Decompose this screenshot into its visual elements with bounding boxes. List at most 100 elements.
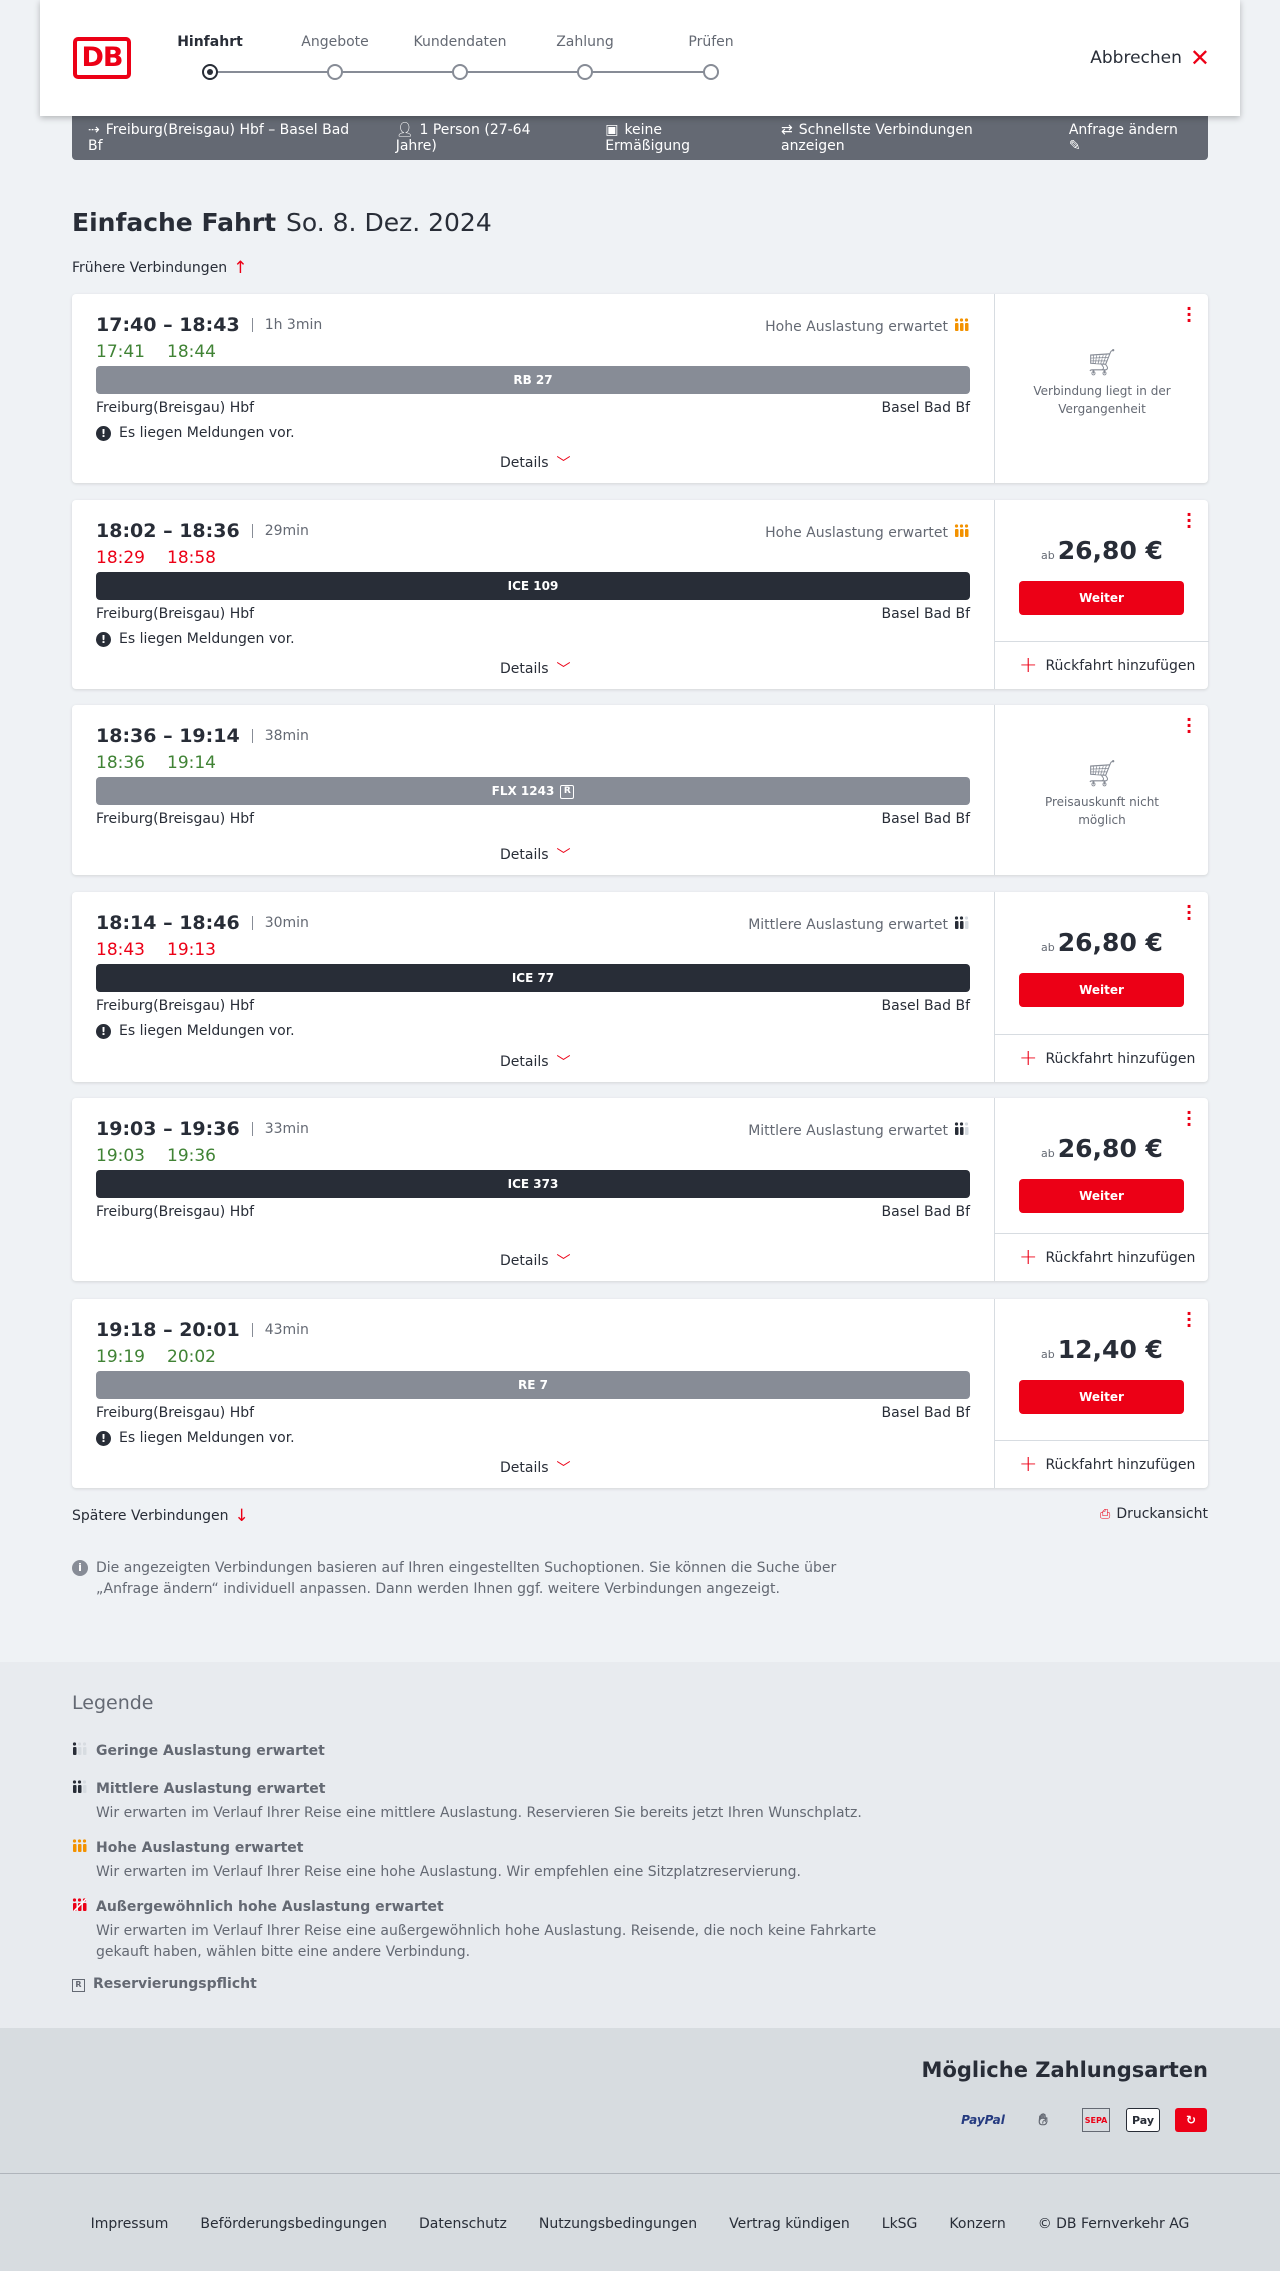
step-4-label: Prüfen [688, 34, 734, 50]
occupancy-indicator: Mittlere Auslastung erwartet [748, 1122, 970, 1139]
later-connections-link[interactable]: Spätere Verbindungen ↓ [72, 1506, 249, 1526]
time-range: 19:03 – 19:36 [96, 1118, 240, 1140]
earlier-connections-link[interactable]: Frühere Verbindungen ↑ [72, 258, 247, 278]
alert-icon: ! [96, 1430, 111, 1446]
occupancy-icon [954, 524, 970, 541]
legend-section: Legende Geringe Auslastung erwartet Mittl… [0, 1662, 1280, 2028]
unavailable-text: Verbindung liegt in der Vergangenheit [1033, 384, 1171, 416]
more-options-icon[interactable]: · · · [1186, 710, 1193, 741]
continue-button[interactable]: Weiter [1019, 973, 1184, 1007]
person-icon: 👤︎ [395, 122, 414, 138]
continue-button[interactable]: Weiter [1019, 1380, 1184, 1414]
footer-link[interactable]: Nutzungsbedingungen [538, 2216, 698, 2232]
add-return-label: Rückfahrt hinzufügen [1045, 1050, 1196, 1067]
notice: ! Es liegen Meldungen vor. [96, 425, 295, 441]
more-options-icon[interactable]: · · · [1186, 1103, 1193, 1134]
arrow-up-icon: ↑ [233, 258, 248, 278]
details-toggle[interactable]: Details ﹀ [500, 1052, 571, 1072]
payment-title: Mögliche Zahlungsarten [921, 2058, 1208, 2082]
arrival-station: Basel Bad Bf [881, 606, 970, 622]
train-bar[interactable]: ICE 373 [96, 1170, 970, 1198]
connection-card: 18:02 – 18:36 29min 18:29 18:58 Hohe Ausla… [72, 500, 1209, 689]
add-return-button[interactable]: + Rückfahrt hinzufügen [995, 1440, 1209, 1488]
time-range: 17:40 – 18:43 [96, 314, 240, 336]
chevron-down-icon: ﹀ [556, 848, 571, 864]
realtime-arrival: 20:02 [167, 1347, 216, 1367]
occupancy-text: Hohe Auslastung erwartet [765, 318, 948, 335]
alert-icon: ! [96, 631, 111, 647]
realtime-arrival: 19:13 [167, 940, 216, 960]
add-return-label: Rückfahrt hinzufügen [1045, 1249, 1196, 1266]
plus-icon: + [1019, 1046, 1038, 1071]
print-view-link[interactable]: ⎙ Druckansicht [1100, 1506, 1208, 1522]
more-options-icon[interactable]: · · · [1186, 505, 1193, 536]
details-toggle[interactable]: Details ﹀ [500, 659, 571, 679]
details-toggle[interactable]: Details ﹀ [500, 453, 571, 473]
db-logo[interactable]: DB [73, 37, 131, 79]
continue-button[interactable]: Weiter [1019, 1179, 1184, 1213]
continue-button[interactable]: Weiter [1019, 581, 1184, 615]
edit-request-button[interactable]: Anfrage ändern ✎ [1069, 122, 1192, 154]
scheduled-times: 19:03 – 19:36 33min [96, 1118, 309, 1140]
add-return-button[interactable]: + Rückfahrt hinzufügen [995, 641, 1209, 689]
more-options-icon[interactable]: · · · [1186, 897, 1193, 928]
printer-icon: ⎙ [1099, 1506, 1111, 1522]
train-bar[interactable]: RE 7 [96, 1371, 970, 1399]
realtime-departure: 19:19 [96, 1347, 145, 1367]
add-return-button[interactable]: + Rückfahrt hinzufügen [995, 1034, 1209, 1082]
medium-occupancy-icon [72, 1780, 88, 1797]
train-bar[interactable]: ICE 109 [96, 572, 970, 600]
duration: 1h 3min [251, 318, 322, 332]
realtime-departure: 18:29 [96, 548, 145, 568]
fastest-text: Schnellste Verbindungen anzeigen [780, 122, 973, 154]
high-occupancy-icon [72, 1839, 88, 1856]
departure-station: Freiburg(Breisgau) Hbf [96, 1204, 255, 1220]
arrival-station: Basel Bad Bf [881, 1405, 970, 1421]
footer-link[interactable]: Konzern [949, 2216, 1006, 2232]
cancel-button[interactable]: Abbrechen ✕ [1090, 46, 1210, 70]
page-title: Einfache Fahrt So. 8. Dez. 2024 [72, 208, 492, 237]
more-options-icon[interactable]: · · · [1186, 1304, 1193, 1335]
legend-item-title: Hohe Auslastung erwartet [96, 1839, 304, 1856]
footer-link[interactable]: Beförderungsbedingungen [200, 2216, 387, 2232]
footer-link[interactable]: Datenschutz [418, 2216, 507, 2232]
legend-item-title: Geringe Auslastung erwartet [96, 1742, 325, 1759]
details-toggle[interactable]: Details ﹀ [500, 845, 571, 865]
train-bar[interactable]: RB 27 [96, 366, 970, 394]
fastest-toggle[interactable]: ⇄ Schnellste Verbindungen anzeigen [781, 122, 1037, 154]
train-name: ICE 77 [511, 971, 555, 985]
details-label: Details [500, 1460, 549, 1476]
details-toggle[interactable]: Details ﹀ [500, 1251, 571, 1271]
connection-card: 18:36 – 19:14 38min 18:36 19:14 FLX 1243 R … [72, 705, 1208, 875]
footer-link[interactable]: Vertrag kündigen [729, 2216, 850, 2232]
step-2-indicator [452, 64, 468, 80]
scheduled-times: 18:36 – 19:14 38min [96, 725, 309, 747]
legend-item-title: Reservierungspflicht [93, 1975, 257, 1992]
notice-text: Es liegen Meldungen vor. [119, 1430, 295, 1446]
cart-unavailable-icon: 🛒︎ [1085, 759, 1119, 789]
realtime-arrival: 19:14 [167, 753, 216, 773]
occupancy-icon [954, 318, 970, 335]
footer-link[interactable]: Impressum [90, 2216, 169, 2232]
pencil-icon: ✎ [1068, 138, 1081, 154]
chevron-down-icon: ﹀ [556, 1461, 571, 1477]
add-return-button[interactable]: + Rückfahrt hinzufügen [995, 1233, 1209, 1281]
more-options-icon[interactable]: · · · [1186, 299, 1193, 330]
duration: 30min [251, 916, 309, 930]
legend-item: Außergewöhnlich hohe Auslastung erwartet… [72, 1898, 892, 1963]
route-text: Freiburg(Breisgau) Hbf – Basel Bad Bf [88, 122, 350, 154]
departure-station: Freiburg(Breisgau) Hbf [96, 811, 255, 827]
step-0-indicator [202, 64, 218, 80]
train-bar[interactable]: FLX 1243 R [96, 777, 970, 805]
train-bar[interactable]: ICE 77 [96, 964, 970, 992]
footer-link[interactable]: LkSG [881, 2216, 918, 2232]
chevron-down-icon: ﹀ [556, 662, 571, 678]
time-range: 18:02 – 18:36 [96, 520, 240, 542]
chevron-down-icon: ﹀ [556, 456, 571, 472]
info-icon: i [72, 1560, 88, 1576]
scheduled-times: 17:40 – 18:43 1h 3min [96, 314, 322, 336]
realtime-departure: 18:36 [96, 753, 145, 773]
step-0-label: Hinfahrt [177, 34, 243, 50]
details-toggle[interactable]: Details ﹀ [500, 1458, 571, 1478]
payment-section: Mögliche Zahlungsarten PayPal ✋︎ SEPA Pay ↻ [0, 2028, 1280, 2173]
